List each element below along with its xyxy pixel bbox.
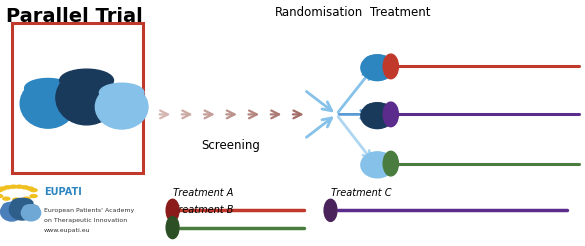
Circle shape [22,186,29,189]
Text: on Therapeutic Innovation: on Therapeutic Innovation [44,218,127,223]
Circle shape [16,185,23,188]
Circle shape [365,152,390,163]
Circle shape [12,198,33,207]
Ellipse shape [20,79,75,128]
Ellipse shape [324,199,337,221]
Circle shape [365,103,390,113]
Circle shape [365,55,390,65]
Ellipse shape [361,55,394,81]
Text: European Patients' Academy: European Patients' Academy [44,208,134,213]
Circle shape [13,198,20,201]
Circle shape [0,187,6,190]
Text: EUPATI: EUPATI [44,187,82,197]
Ellipse shape [95,85,148,129]
Circle shape [26,187,33,190]
Circle shape [3,197,10,200]
Ellipse shape [383,102,398,127]
Ellipse shape [166,216,179,239]
Circle shape [3,202,20,210]
Text: www.eupati.eu: www.eupati.eu [44,228,91,232]
Circle shape [30,195,37,198]
Circle shape [30,189,37,192]
Text: Treatment C: Treatment C [331,188,391,198]
Circle shape [0,195,3,198]
Text: Randomisation: Randomisation [275,6,363,19]
Circle shape [0,189,3,192]
Text: Treatment: Treatment [370,6,431,19]
Ellipse shape [361,152,394,178]
Circle shape [25,78,71,98]
Ellipse shape [383,151,398,176]
Circle shape [60,69,113,92]
Text: Treatment A: Treatment A [173,188,233,198]
Ellipse shape [21,205,40,221]
Ellipse shape [361,103,394,129]
Ellipse shape [56,71,117,125]
Ellipse shape [1,203,23,221]
Circle shape [4,186,11,189]
Text: Screening: Screening [202,139,260,152]
Text: Treatment B: Treatment B [173,205,233,215]
Circle shape [23,197,30,200]
Ellipse shape [383,54,398,79]
Ellipse shape [166,199,179,221]
Circle shape [23,205,39,211]
Circle shape [99,83,144,102]
Text: Parallel Trial: Parallel Trial [6,7,143,26]
Ellipse shape [9,199,35,220]
FancyBboxPatch shape [12,23,143,173]
Circle shape [10,185,17,188]
